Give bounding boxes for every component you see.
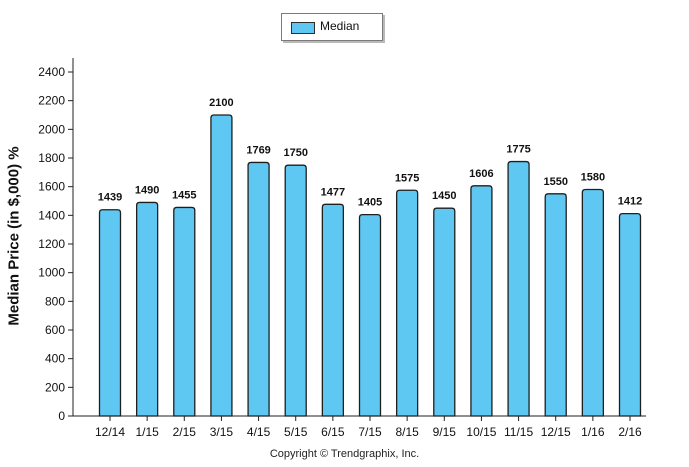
bar [618, 212, 642, 417]
x-tick-label: 2/15 [173, 425, 197, 439]
y-tick-label: 200 [45, 380, 65, 394]
y-tick-label: 1600 [38, 180, 65, 194]
x-tick-label: 7/15 [358, 425, 382, 439]
y-tick-label: 800 [45, 294, 65, 308]
x-tick-label: 9/15 [433, 425, 457, 439]
bar [210, 114, 233, 417]
bar [507, 160, 530, 417]
x-tick-label: 2/16 [618, 425, 642, 439]
y-tick-label: 400 [45, 352, 65, 366]
bar [433, 207, 456, 417]
bar [581, 188, 605, 417]
data-label: 1450 [432, 190, 456, 202]
y-tick-label: 600 [45, 323, 65, 337]
x-tick-label: 10/15 [466, 425, 496, 439]
y-tick-label: 1200 [38, 237, 65, 251]
data-label: 1477 [321, 186, 345, 198]
bar [284, 164, 307, 417]
bar [247, 161, 270, 417]
data-label: 1490 [135, 184, 159, 196]
data-label: 1439 [98, 192, 122, 204]
legend: Median [281, 13, 383, 41]
x-tick-label: 1/15 [135, 425, 159, 439]
bar [544, 193, 567, 417]
bar [98, 209, 122, 417]
y-tick-label: 1800 [38, 151, 65, 165]
x-tick-label: 5/15 [284, 425, 308, 439]
x-tick-label: 3/15 [210, 425, 234, 439]
data-label: 1775 [506, 144, 530, 156]
data-label: 1412 [618, 196, 642, 208]
y-axis-label: Median Price (in $,000) % [5, 146, 23, 326]
copyright-footer: Copyright © Trendgraphix, Inc. [269, 448, 420, 460]
y-tick-label: 2400 [38, 65, 65, 79]
y-tick-label: 0 [58, 409, 65, 423]
x-tick-label: 6/15 [321, 425, 345, 439]
data-label: 1750 [283, 147, 307, 159]
x-tick-label: 11/15 [504, 425, 533, 439]
bar [321, 203, 345, 417]
data-label: 1550 [543, 176, 567, 188]
bar [173, 206, 196, 417]
bar [358, 213, 382, 417]
y-tick-label: 2200 [38, 94, 65, 108]
bar [135, 201, 159, 417]
data-label: 1580 [581, 172, 605, 184]
x-tick-label: 4/15 [247, 425, 271, 439]
legend-label: Median [320, 19, 360, 33]
x-tick-label: 12/14 [95, 425, 125, 439]
y-tick-label: 2000 [38, 122, 65, 136]
y-tick-label: 1400 [38, 208, 65, 222]
data-label: 2100 [209, 97, 233, 109]
bar [470, 185, 493, 417]
data-label: 1769 [246, 144, 270, 156]
data-label: 1455 [172, 189, 196, 201]
y-tick-label: 1000 [38, 266, 65, 280]
x-tick-label: 12/15 [541, 425, 571, 439]
legend-swatch [291, 22, 315, 34]
data-label: 1575 [395, 172, 419, 184]
bar [395, 189, 419, 417]
x-tick-label: 1/16 [581, 425, 605, 439]
data-label: 1405 [358, 197, 382, 209]
data-label: 1606 [469, 168, 493, 180]
x-tick-label: 8/15 [395, 425, 419, 439]
